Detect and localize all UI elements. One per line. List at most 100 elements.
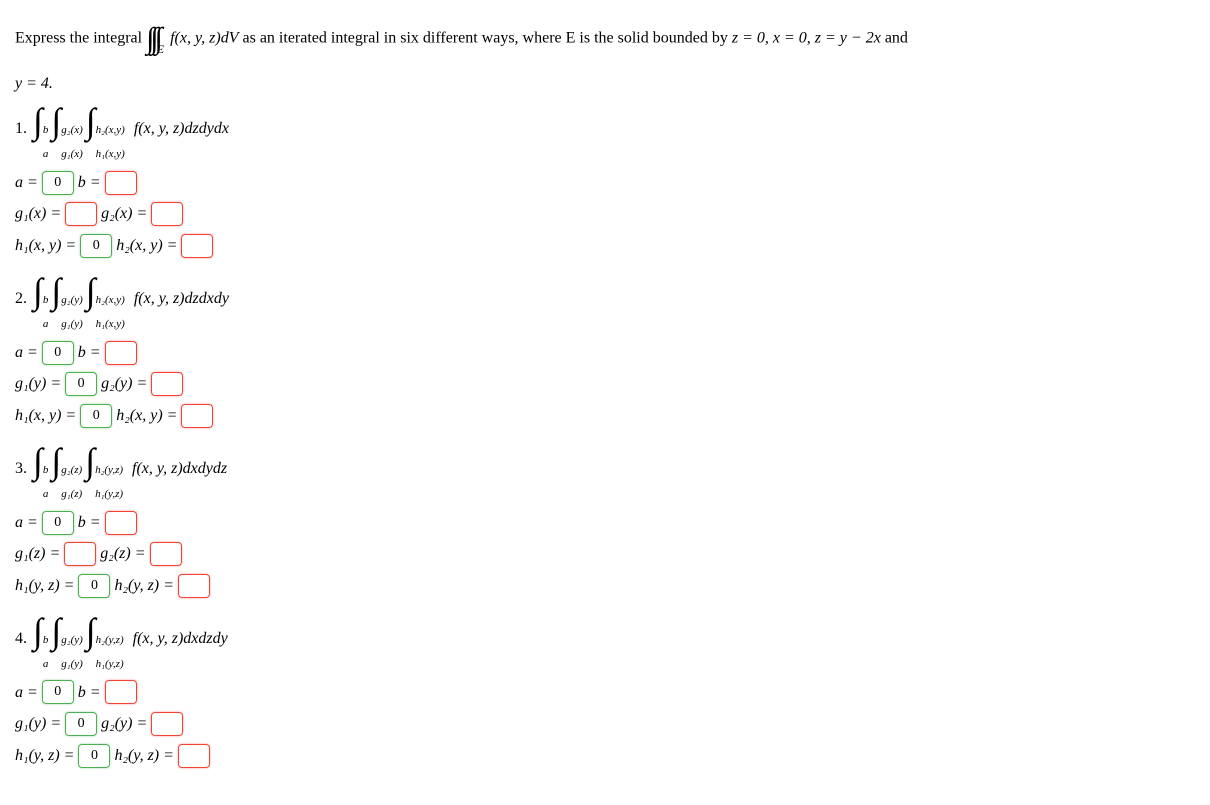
answer-input[interactable] <box>105 341 137 365</box>
integral-limits: g₂(y) g₁(y) <box>61 294 83 330</box>
problem-prefix: Express the integral <box>15 30 146 47</box>
lower-limit: a <box>43 148 49 160</box>
answer-row: h₁(x, y) =0h₂(x, y) = <box>15 233 1195 259</box>
answer-row: g₁(y) =0g₂(y) = <box>15 371 1195 397</box>
field-label: a = <box>15 170 38 196</box>
integral-sign-icon: ∫ <box>33 101 43 141</box>
lower-limit: g₁(y) <box>61 658 83 670</box>
integral-limits: g₂(x)g₁(x) <box>61 124 83 160</box>
answer-input[interactable] <box>151 202 183 226</box>
lower-limit: h₁(x,y) <box>96 148 125 160</box>
field-label: g₁(x) = <box>15 201 61 227</box>
integral-limits: ba <box>43 124 49 160</box>
integral-limits: g₂(y) g₁(y) <box>61 634 83 670</box>
integral-expression-row: 4.∫ba∫g₂(y)g₁(y)∫h₂(y,z)h₁(y,z)f(x, y, z… <box>15 617 1195 670</box>
answer-row: g₁(y) =0g₂(y) = <box>15 711 1195 737</box>
upper-limit: g₂(z) <box>61 464 82 476</box>
field-label: h₁(x, y) = <box>15 403 76 429</box>
integrand-text: f(x, y, z)dxdydz <box>132 460 227 477</box>
field-label: h₂(y, z) = <box>114 743 173 769</box>
integral-sign-icon: ∫ <box>51 271 61 311</box>
answer-input[interactable]: 0 <box>80 404 112 428</box>
field-label: h₁(y, z) = <box>15 573 74 599</box>
part-number: 2. <box>15 290 27 307</box>
field-label: g₂(x) = <box>101 201 147 227</box>
integral-sign-icon: ∫ <box>33 611 43 651</box>
field-label: g₂(z) = <box>100 541 145 567</box>
answer-input[interactable] <box>181 234 213 258</box>
integral-sign-icon: ∫ <box>86 271 96 311</box>
field-label: g₁(y) = <box>15 371 61 397</box>
answer-input[interactable]: 0 <box>65 712 97 736</box>
answer-input[interactable] <box>151 372 183 396</box>
field-label: h₁(x, y) = <box>15 233 76 259</box>
field-label: h₂(x, y) = <box>116 403 177 429</box>
answer-row: h₁(x, y) =0h₂(x, y) = <box>15 403 1195 429</box>
answer-input[interactable] <box>178 574 210 598</box>
field-label: a = <box>15 510 38 536</box>
answer-input[interactable] <box>65 202 97 226</box>
lower-limit: a <box>43 488 49 500</box>
answer-input[interactable] <box>105 680 137 704</box>
answer-input[interactable] <box>181 404 213 428</box>
integrand-text: f(x, y, z)dzdxdy <box>134 290 229 307</box>
answer-input[interactable]: 0 <box>78 574 110 598</box>
and-text: and <box>885 30 908 47</box>
lower-limit: h₁(x,y) <box>96 318 125 330</box>
integral-sign-icon: ∫ <box>33 441 43 481</box>
integrand-text: f(x, y, z)dxdzdy <box>133 630 228 647</box>
answer-input[interactable] <box>105 511 137 535</box>
upper-limit: b <box>43 634 49 646</box>
answer-input[interactable] <box>151 712 183 736</box>
answer-row: a =0b = <box>15 340 1195 366</box>
part-number: 4. <box>15 630 27 647</box>
upper-limit: g₂(y) <box>61 634 83 646</box>
integral-expression-row: 1.∫ba∫g₂(x)g₁(x)∫h₂(x,y)h₁(x,y)f(x, y, z… <box>15 107 1195 160</box>
field-label: h₂(x, y) = <box>116 233 177 259</box>
answer-row: a =0b = <box>15 680 1195 706</box>
integral-sign-icon: ∫ <box>33 271 43 311</box>
field-label: g₁(z) = <box>15 541 60 567</box>
answer-input[interactable] <box>178 744 210 768</box>
answer-input[interactable] <box>105 171 137 195</box>
integral-limits: h₂(y,z)h₁(y,z) <box>96 634 124 670</box>
upper-limit: b <box>43 464 49 476</box>
integral-limits: g₂(z) g₁(z) <box>61 464 82 500</box>
integral-limits: ba <box>43 294 49 330</box>
integral-region: E <box>157 42 164 56</box>
answer-input[interactable] <box>64 542 96 566</box>
answer-input[interactable] <box>150 542 182 566</box>
part-number: 3. <box>15 460 27 477</box>
lower-limit: h₁(y,z) <box>95 488 123 500</box>
answer-input[interactable]: 0 <box>42 680 74 704</box>
integral-limits: h₂(x,y)h₁(x,y) <box>96 124 125 160</box>
lower-limit: g₁(x) <box>61 148 83 160</box>
integral-expression-row: 3.∫ba∫g₂(z)g₁(z)∫h₂(y,z)h₁(y,z)f(x, y, z… <box>15 447 1195 500</box>
integral-sign-icon: ∫ <box>86 611 96 651</box>
lower-limit: g₁(y) <box>61 318 83 330</box>
field-label: g₁(y) = <box>15 711 61 737</box>
integral-expression-row: 2.∫ba∫g₂(y)g₁(y)∫h₂(x,y)h₁(x,y)f(x, y, z… <box>15 277 1195 330</box>
field-label: b = <box>78 170 101 196</box>
answer-input[interactable]: 0 <box>42 341 74 365</box>
answer-input[interactable]: 0 <box>42 171 74 195</box>
answer-row: a =0b = <box>15 170 1195 196</box>
field-label: a = <box>15 680 38 706</box>
answer-input[interactable]: 0 <box>80 234 112 258</box>
field-label: g₂(y) = <box>101 711 147 737</box>
field-label: b = <box>78 340 101 366</box>
upper-limit: g₂(y) <box>61 294 83 306</box>
lower-limit: g₁(z) <box>61 488 82 500</box>
upper-limit: h₂(y,z) <box>96 634 124 646</box>
answer-input[interactable]: 0 <box>42 511 74 535</box>
answer-input[interactable]: 0 <box>65 372 97 396</box>
answer-input[interactable]: 0 <box>78 744 110 768</box>
integral-limits: ba <box>43 464 49 500</box>
problem-statement: Express the integral ∫∫∫E f(x, y, z)dV a… <box>15 15 1195 63</box>
integral-sign-icon: ∫ <box>51 101 61 141</box>
constraint-line2: y = 4. <box>15 71 1195 97</box>
field-label: b = <box>78 510 101 536</box>
field-label: b = <box>78 680 101 706</box>
integrand: f(x, y, z)dV <box>170 30 238 47</box>
answer-row: h₁(y, z) =0h₂(y, z) = <box>15 743 1195 769</box>
